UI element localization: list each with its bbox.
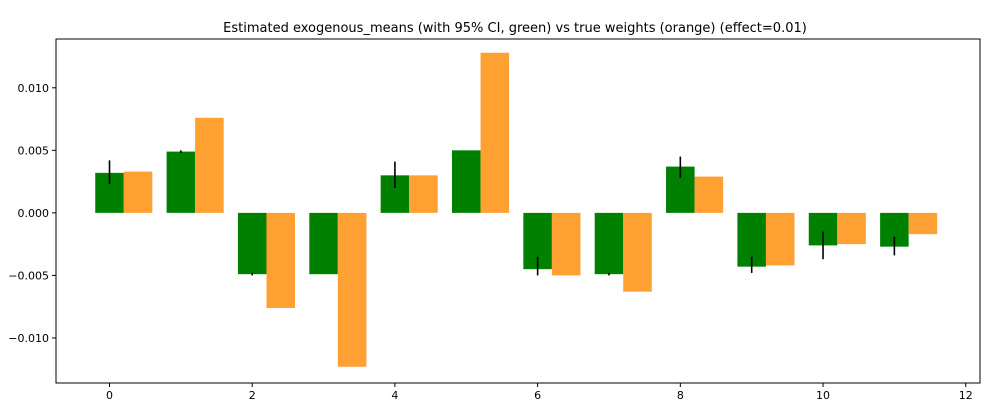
x-tick-label: 6 [534, 389, 541, 402]
x-tick-label: 8 [677, 389, 684, 402]
y-tick-label: 0.005 [18, 144, 50, 157]
estimated-bar [237, 212, 267, 275]
y-tick-label: 0.010 [18, 82, 50, 95]
chart-title: Estimated exogenous_means (with 95% CI, … [223, 21, 807, 36]
axes-frame [55, 38, 981, 384]
true-weight-bar [480, 52, 510, 213]
x-tick-label: 4 [391, 389, 398, 402]
x-tick-label: 10 [816, 389, 830, 402]
y-tick-label: −0.010 [8, 332, 49, 345]
y-tick-label: −0.005 [8, 269, 49, 282]
true-weight-bar [908, 212, 938, 235]
x-tick-label: 0 [106, 389, 113, 402]
estimated-bar [166, 151, 196, 213]
true-weight-bar [409, 175, 438, 213]
true-weight-bar [623, 212, 652, 292]
estimated-bar [594, 212, 624, 275]
estimated-bar [309, 212, 338, 275]
x-tick-label: 2 [249, 389, 256, 402]
plot-area: 0 2 4 6 8 10 12 −0.010 −0.005 0.000 0.005 0.010 [8, 38, 981, 402]
true-weight-bar [837, 212, 866, 245]
true-weight-bar [123, 171, 153, 213]
x-tick-label: 12 [959, 389, 973, 402]
true-weight-bar [266, 212, 296, 308]
true-weight-bar [195, 117, 224, 213]
true-weight-bar [765, 212, 795, 266]
true-weight-bar [337, 212, 367, 367]
true-weight-bar [551, 212, 581, 276]
true-weight-bar [694, 176, 724, 213]
estimated-bar [452, 150, 481, 213]
y-tick-label: 0.000 [18, 207, 50, 220]
